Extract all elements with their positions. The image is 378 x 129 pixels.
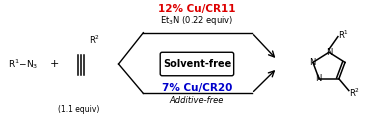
Text: R$^1$$-$N$_3$: R$^1$$-$N$_3$ [8, 57, 39, 71]
Text: N: N [309, 58, 315, 67]
Text: 7% Cu/CR20: 7% Cu/CR20 [162, 83, 232, 94]
Text: 12% Cu/CR11: 12% Cu/CR11 [158, 4, 236, 14]
Text: N: N [326, 48, 332, 57]
Text: R$^2$: R$^2$ [349, 86, 360, 99]
Text: Additive-free: Additive-free [170, 96, 224, 105]
Text: R$^1$: R$^1$ [338, 29, 349, 41]
Text: Solvent-free: Solvent-free [163, 59, 231, 69]
Text: Et$_3$N (0.22 equiv): Et$_3$N (0.22 equiv) [160, 14, 234, 27]
Text: +: + [49, 59, 59, 69]
Text: N: N [315, 74, 321, 83]
Text: R$^2$: R$^2$ [89, 33, 100, 46]
FancyBboxPatch shape [160, 52, 234, 76]
Text: (1.1 equiv): (1.1 equiv) [58, 106, 99, 115]
